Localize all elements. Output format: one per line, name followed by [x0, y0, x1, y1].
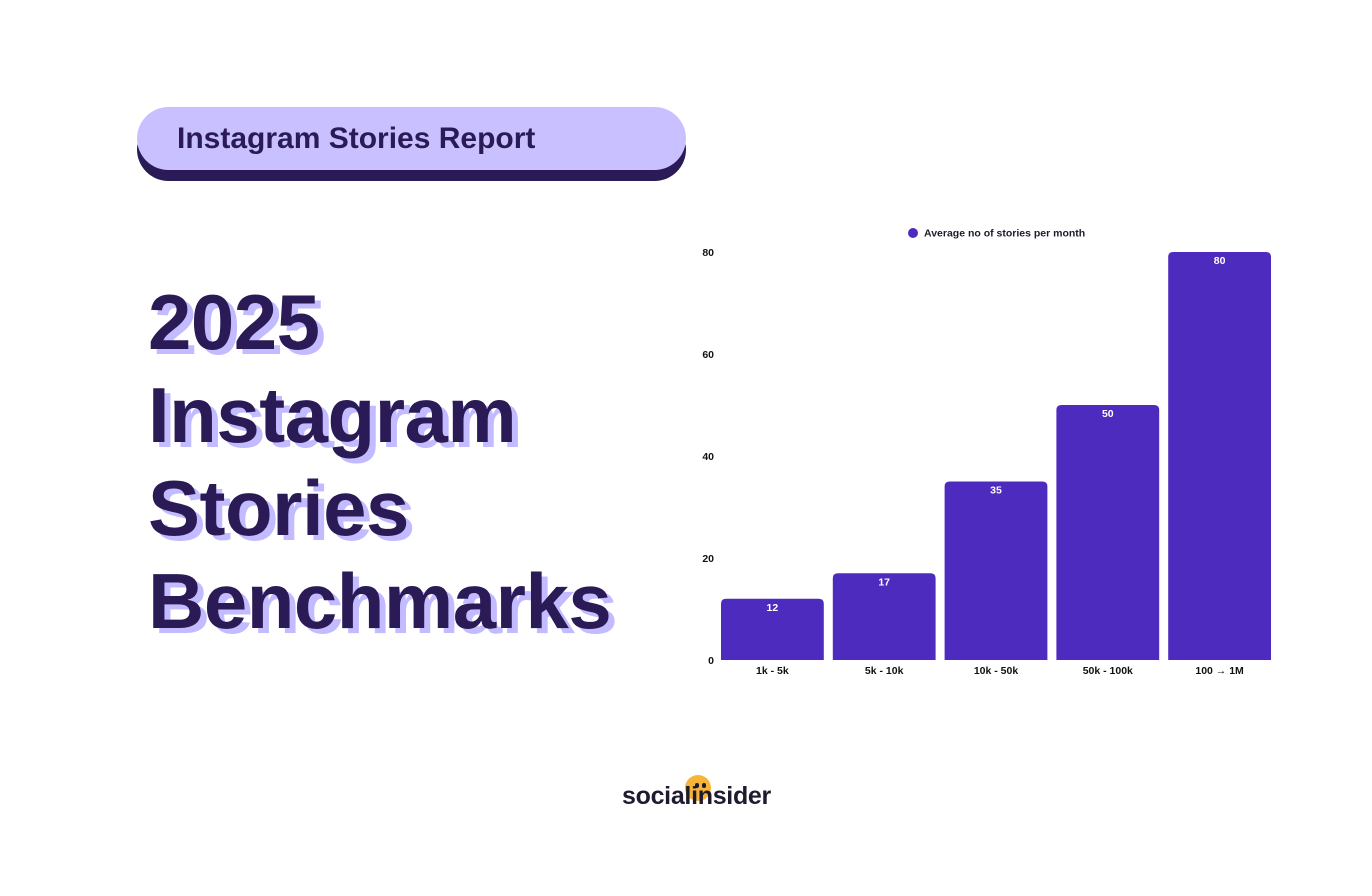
bar: [1056, 405, 1160, 660]
x-tick-label: 5k - 10k: [865, 665, 904, 677]
y-tick-label: 0: [708, 655, 714, 667]
legend-marker: [908, 228, 918, 238]
data-label: 50: [1102, 408, 1114, 420]
y-tick-label: 80: [702, 247, 714, 259]
legend-label: Average no of stories per month: [924, 228, 1085, 240]
bar-chart: Average no of stories per month 0 20 40 60 80…: [702, 228, 1271, 677]
bar: [721, 598, 824, 660]
x-tick-label: 1k - 5k: [756, 665, 789, 677]
logo-face-icon: [685, 775, 711, 801]
logo-wordmark: socialinsider: [622, 782, 771, 810]
title-line-year: 2025: [148, 278, 320, 366]
x-tick-label: 50k - 100k: [1083, 665, 1133, 677]
logo-eye-left: [695, 783, 699, 788]
y-tick-label: 20: [702, 553, 714, 565]
title-line-format: Stories: [148, 464, 409, 552]
x-tick-label: 100 → 1M: [1195, 665, 1244, 677]
page-title: 2025 Instagram Stories Benchmarks: [148, 276, 678, 648]
report-tag: Instagram Stories Report: [137, 107, 686, 170]
bar: [944, 481, 1048, 660]
report-tag-label: Instagram Stories Report: [177, 121, 536, 155]
bar: [832, 573, 936, 660]
y-tick-label: 40: [702, 451, 714, 463]
data-label: 80: [1214, 255, 1226, 267]
data-label: 12: [767, 602, 779, 614]
bar: [1168, 252, 1271, 660]
data-label: 35: [990, 485, 1002, 497]
x-tick-label: 10k - 50k: [974, 665, 1019, 677]
title-line-topic: Benchmarks: [148, 557, 612, 645]
y-tick-label: 60: [702, 349, 714, 361]
brand-logo: socialinsider: [622, 772, 792, 816]
data-label: 17: [878, 576, 890, 588]
title-line-platform: Instagram: [148, 371, 517, 459]
logo-eye-right: [702, 783, 706, 788]
